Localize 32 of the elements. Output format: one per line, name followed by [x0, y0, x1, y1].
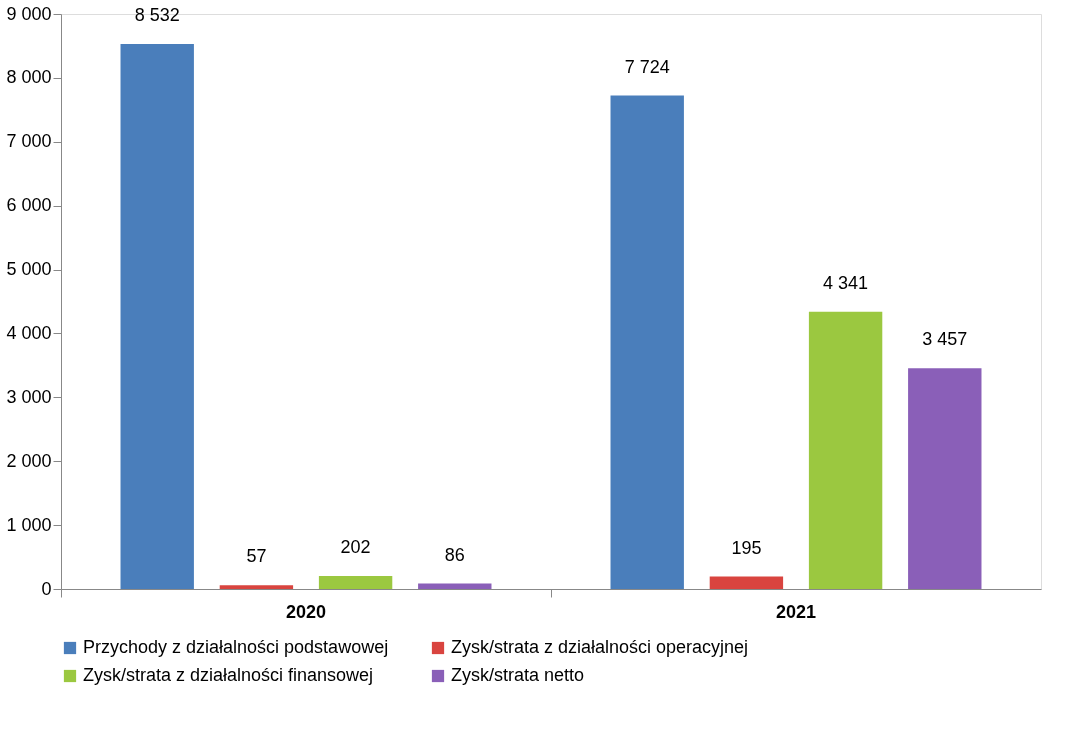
- bar: [610, 95, 684, 589]
- data-label: 202: [340, 537, 371, 558]
- bar: [808, 311, 883, 589]
- y-tick-label: 4 000: [6, 322, 52, 343]
- data-label: 3 457: [922, 329, 968, 350]
- data-label: 57: [246, 546, 267, 567]
- data-label: 86: [444, 544, 465, 565]
- legend-label: Zysk/strata z działalności operacyjnej: [451, 637, 749, 657]
- y-tick-label: 5 000: [6, 259, 52, 280]
- data-label: 4 341: [823, 272, 869, 293]
- y-tick-label: 6 000: [6, 195, 52, 216]
- y-tick-label: 8 000: [6, 67, 52, 88]
- y-tick-label: 7 000: [6, 131, 52, 152]
- x-tick-label: 2021: [775, 601, 817, 622]
- bar: [908, 368, 982, 589]
- y-tick-label: 2 000: [6, 450, 52, 471]
- bar: [418, 583, 492, 589]
- bar: [219, 585, 294, 589]
- data-label: 7 724: [624, 56, 670, 77]
- legend-label: Zysk/strata z działalności finansowej: [83, 665, 374, 685]
- legend-label: Przychody z działalności podstawowej: [83, 637, 389, 657]
- bar: [709, 576, 784, 589]
- y-tick-label: 0: [41, 578, 52, 599]
- y-tick-label: 1 000: [6, 514, 52, 535]
- x-tick-label: 2020: [285, 601, 327, 622]
- bar: [318, 576, 393, 589]
- y-tick-label: 9 000: [6, 3, 52, 24]
- data-label: 195: [731, 537, 762, 558]
- bar: [120, 43, 194, 589]
- y-tick-label: 3 000: [6, 386, 52, 407]
- data-label: 8 532: [134, 4, 180, 25]
- legend-label: Zysk/strata netto: [451, 665, 585, 685]
